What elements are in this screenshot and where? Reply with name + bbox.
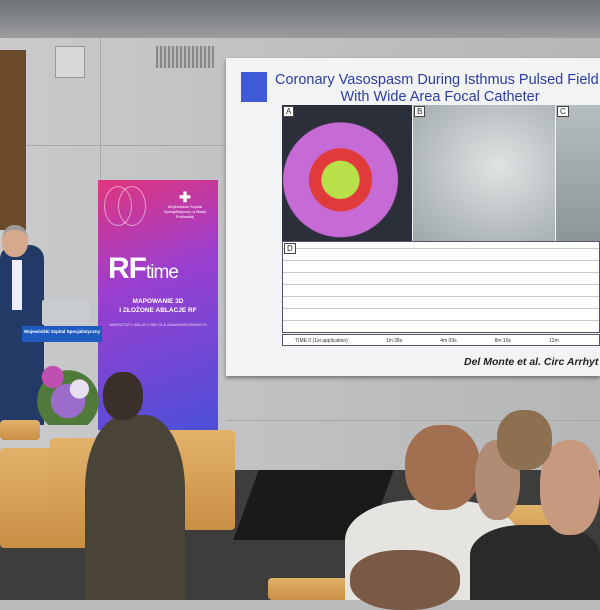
audience-member — [470, 525, 600, 600]
flower-bouquet — [30, 345, 106, 425]
timeline: TIME 0 (1st application) 1m 38s 4m 09s 8… — [282, 334, 600, 346]
loudspeaker — [55, 46, 85, 78]
air-vent — [156, 46, 214, 68]
laptop — [42, 300, 90, 325]
audience-head — [103, 372, 143, 420]
panel-c-angiogram: C — [556, 105, 600, 241]
chair — [0, 420, 40, 440]
podium-label: Wojewódzki Szpital Specjalistyczny — [22, 326, 102, 342]
panel-b-angiogram: B — [413, 105, 555, 241]
audience-head — [540, 440, 600, 535]
panel-d-ecg: D — [282, 241, 600, 333]
decorative-ring — [118, 186, 146, 226]
hospital-logo: ✚ Wojewódzki Szpital Specjalistyczny w Bi… — [163, 189, 207, 219]
rollup-banner: ✚ Wojewódzki Szpital Specjalistyczny w Bi… — [98, 180, 218, 430]
audience-head — [350, 550, 460, 610]
wall-seam — [226, 420, 600, 421]
wood-panel — [0, 50, 26, 230]
audience-head — [405, 425, 480, 510]
speaker-shirt — [12, 260, 22, 310]
banner-workshop: WARSZTATY ABLACYJNE DLA ZAAWANSOWANYCH — [108, 322, 208, 327]
audience-member — [85, 415, 185, 600]
chair — [268, 578, 348, 600]
audience-head — [497, 410, 552, 470]
banner-subtitle: MAPOWANIE 3D I ZŁOŻONE ABLACJE RF — [119, 298, 197, 314]
wall-seam — [0, 145, 230, 146]
slide-accent — [241, 72, 267, 102]
slide-citation: Del Monte et al. Circ Arrhyt — [464, 356, 599, 368]
speaker-head — [2, 225, 28, 257]
panel-a-electroanatomic-map: A — [282, 105, 412, 241]
banner-title: RFtime — [108, 252, 179, 285]
ceiling — [0, 0, 600, 38]
slide-title: Coronary Vasospasm During Isthmus Pulsed… — [275, 72, 600, 105]
